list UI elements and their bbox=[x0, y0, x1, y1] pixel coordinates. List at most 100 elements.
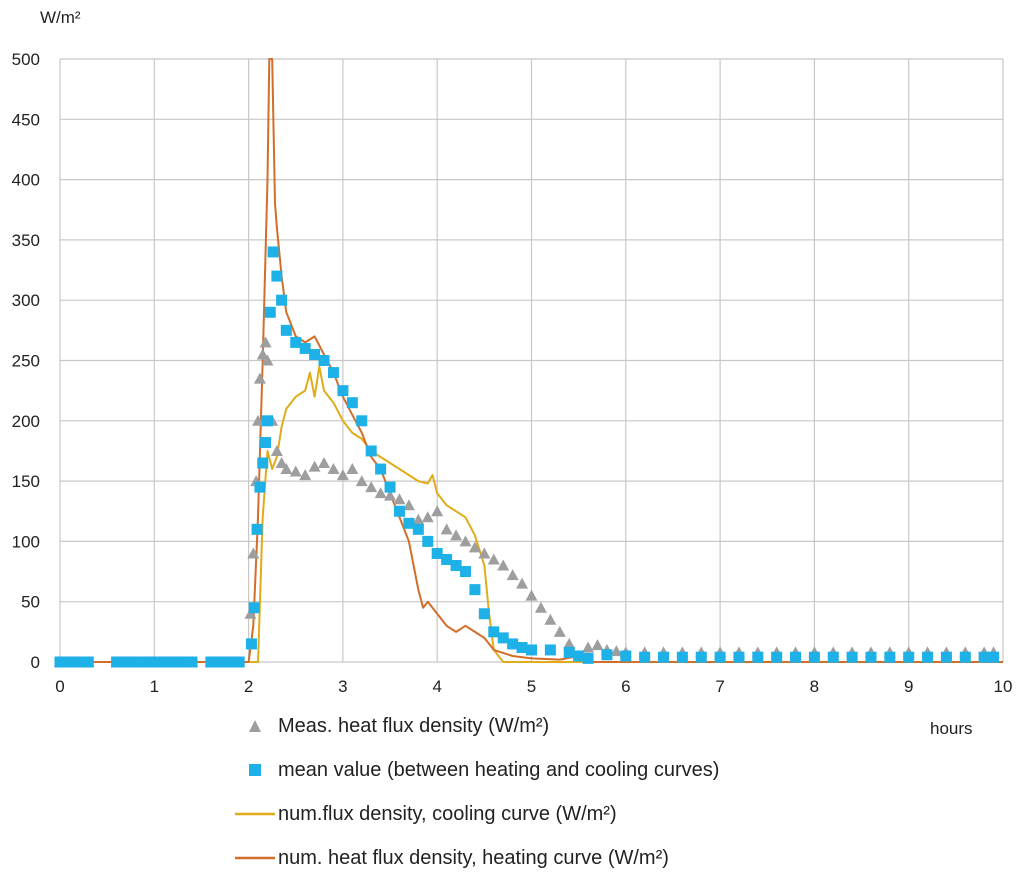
mean-point bbox=[771, 651, 783, 663]
measured-point bbox=[421, 511, 434, 523]
mean-point bbox=[573, 650, 585, 662]
mean-point bbox=[488, 626, 500, 638]
measured-point bbox=[582, 641, 595, 653]
mean-point bbox=[111, 656, 123, 668]
mean-point bbox=[205, 656, 217, 668]
measured-point bbox=[256, 348, 269, 360]
mean-point bbox=[884, 651, 896, 663]
mean-point bbox=[469, 584, 481, 596]
y-axis-unit-label: W/m² bbox=[40, 8, 81, 27]
mean-point bbox=[808, 651, 820, 663]
x-tick-label: 2 bbox=[244, 677, 253, 696]
mean-point bbox=[922, 651, 934, 663]
mean-point bbox=[601, 649, 613, 661]
x-tick-label: 0 bbox=[55, 677, 64, 696]
mean-point bbox=[214, 656, 226, 668]
y-tick-label: 400 bbox=[12, 171, 40, 190]
measured-point bbox=[497, 559, 510, 571]
measured-point bbox=[308, 460, 321, 472]
x-tick-label: 5 bbox=[527, 677, 536, 696]
measured-point bbox=[244, 607, 257, 619]
x-tick-label: 10 bbox=[994, 677, 1013, 696]
triangle-marker-icon bbox=[232, 716, 278, 736]
measured-point bbox=[259, 336, 272, 348]
measured-point bbox=[563, 637, 576, 649]
legend-item-measured: Meas. heat flux density (W/m²) bbox=[232, 704, 719, 748]
mean-point bbox=[403, 517, 415, 529]
mean-point bbox=[186, 656, 198, 668]
mean-point bbox=[177, 656, 189, 668]
measured-point bbox=[440, 523, 453, 535]
mean-point bbox=[248, 602, 260, 614]
measured-point bbox=[365, 481, 378, 493]
mean-point bbox=[73, 656, 85, 668]
measured-point bbox=[450, 529, 463, 541]
mean-point bbox=[497, 632, 509, 644]
measured-point bbox=[468, 541, 481, 553]
measured-point bbox=[412, 513, 425, 525]
legend-item-cooling: num.flux density, cooling curve (W/m²) bbox=[232, 792, 719, 836]
mean-point bbox=[450, 560, 462, 572]
mean-point bbox=[233, 656, 245, 668]
mean-point bbox=[327, 367, 339, 379]
mean-point bbox=[695, 651, 707, 663]
mean-point bbox=[507, 638, 519, 650]
grid-lines bbox=[59, 58, 1004, 663]
mean-point bbox=[959, 651, 971, 663]
y-tick-label: 500 bbox=[12, 50, 40, 69]
measured-point bbox=[253, 372, 266, 384]
mean-point bbox=[280, 324, 292, 336]
mean-point bbox=[318, 355, 330, 366]
y-tick-label: 300 bbox=[12, 291, 40, 310]
y-tick-label: 200 bbox=[12, 412, 40, 431]
mean-point bbox=[251, 523, 263, 535]
mean-point bbox=[940, 651, 952, 663]
mean-point bbox=[158, 656, 170, 668]
y-tick-label: 150 bbox=[12, 472, 40, 491]
measured-point bbox=[318, 457, 331, 469]
mean-point bbox=[620, 650, 632, 662]
measured-point bbox=[402, 499, 415, 511]
mean-point bbox=[129, 656, 141, 668]
mean-point bbox=[224, 656, 236, 668]
x-tick-label: 6 bbox=[621, 677, 630, 696]
x-tick-label: 8 bbox=[810, 677, 819, 696]
measured-point bbox=[506, 569, 519, 581]
mean-point bbox=[148, 656, 160, 668]
mean-point bbox=[309, 348, 321, 360]
mean-point bbox=[865, 651, 877, 663]
mean-point bbox=[412, 523, 424, 535]
mean-point bbox=[544, 644, 556, 656]
measured-point bbox=[374, 487, 387, 499]
mean-point bbox=[299, 342, 311, 354]
mean-point bbox=[676, 651, 688, 663]
measured-point bbox=[487, 553, 500, 565]
mean-point bbox=[290, 336, 302, 348]
x-tick-label: 1 bbox=[150, 677, 159, 696]
line-marker-icon bbox=[232, 804, 278, 824]
mean-point bbox=[254, 481, 266, 493]
measured-point bbox=[346, 463, 359, 475]
y-tick-label: 50 bbox=[21, 593, 40, 612]
legend-label-cooling: num.flux density, cooling curve (W/m²) bbox=[278, 802, 617, 825]
measured-point bbox=[355, 475, 368, 487]
mean-point bbox=[260, 437, 272, 449]
measured-point bbox=[289, 465, 302, 477]
measured-point bbox=[610, 645, 623, 657]
mean-point bbox=[245, 638, 257, 650]
mean-point bbox=[337, 385, 349, 397]
mean-point bbox=[639, 651, 651, 663]
mean-point bbox=[752, 651, 764, 663]
line-marker-icon bbox=[232, 848, 278, 868]
mean-point bbox=[431, 547, 443, 559]
mean-point bbox=[257, 457, 269, 469]
measured-point bbox=[275, 457, 288, 469]
mean-point bbox=[526, 644, 537, 656]
y-tick-label: 0 bbox=[31, 653, 40, 672]
mean-point bbox=[846, 651, 858, 663]
measured-point bbox=[516, 577, 529, 589]
data-series bbox=[54, 58, 1003, 668]
measured-point bbox=[299, 469, 312, 481]
measured-point bbox=[478, 547, 491, 559]
